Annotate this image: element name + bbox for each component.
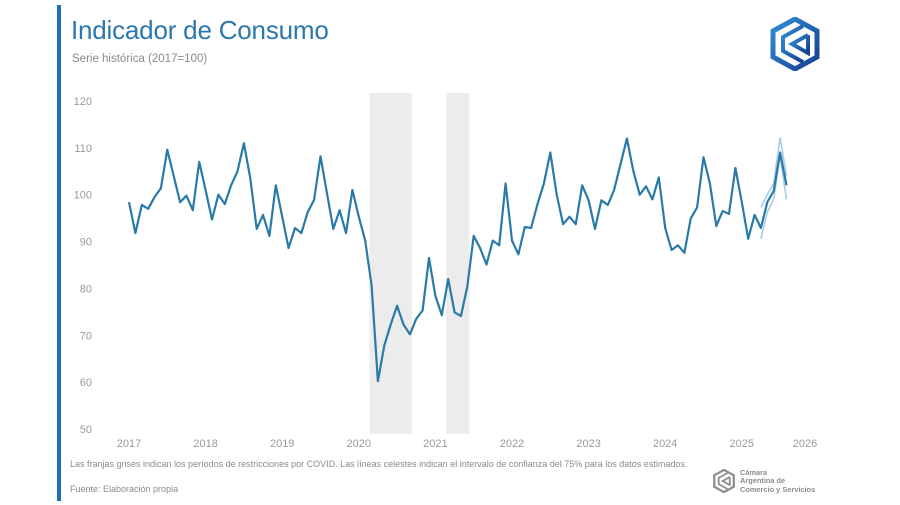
chart-footnote: Las franjas grises indican los períodos …	[70, 459, 688, 469]
confidence-lower-line	[760, 155, 788, 239]
x-tick-label: 2026	[793, 438, 817, 450]
y-tick-label: 90	[80, 237, 92, 249]
confidence-upper-line	[760, 136, 788, 208]
y-tick-label: 100	[74, 190, 92, 202]
source-note: Fuente: Elaboración propia	[70, 484, 179, 494]
y-tick-label: 70	[80, 330, 92, 342]
y-tick-label: 60	[80, 377, 92, 389]
consumption-chart: 50 60 70 80 90 100 110 120 2017 2018 2019 2020 2021…	[74, 93, 817, 450]
y-tick-label: 50	[80, 424, 92, 436]
page-subtitle: Serie histórica (2017=100)	[72, 53, 208, 65]
y-tick-label: 80	[80, 283, 92, 295]
org-line-3: Comercio y Servicios	[740, 484, 816, 494]
x-tick-label: 2017	[117, 438, 141, 450]
footer-logo-icon	[713, 469, 735, 493]
y-tick-label: 120	[74, 96, 92, 108]
cac-logo-icon	[770, 17, 820, 71]
org-line-1: Cámara	[740, 468, 768, 477]
x-tick-label: 2019	[270, 438, 294, 450]
x-tick-label: 2025	[730, 438, 754, 450]
accent-bar	[57, 5, 61, 501]
y-tick-label: 110	[74, 143, 92, 155]
footer-org-name: Cámara Argentina de Comercio y Servicios	[740, 468, 816, 494]
x-tick-label: 2020	[347, 438, 371, 450]
series-line-consumo	[127, 137, 788, 383]
org-line-2: Argentina de	[740, 476, 786, 486]
covid-band-1	[369, 93, 412, 434]
x-tick-label: 2023	[576, 438, 600, 450]
x-tick-label: 2018	[193, 438, 217, 450]
x-tick-label: 2022	[500, 438, 524, 450]
x-tick-label: 2024	[653, 438, 677, 450]
x-tick-label: 2021	[423, 438, 447, 450]
page-title: Indicador de Consumo	[71, 15, 329, 45]
covid-band-2	[446, 93, 470, 434]
